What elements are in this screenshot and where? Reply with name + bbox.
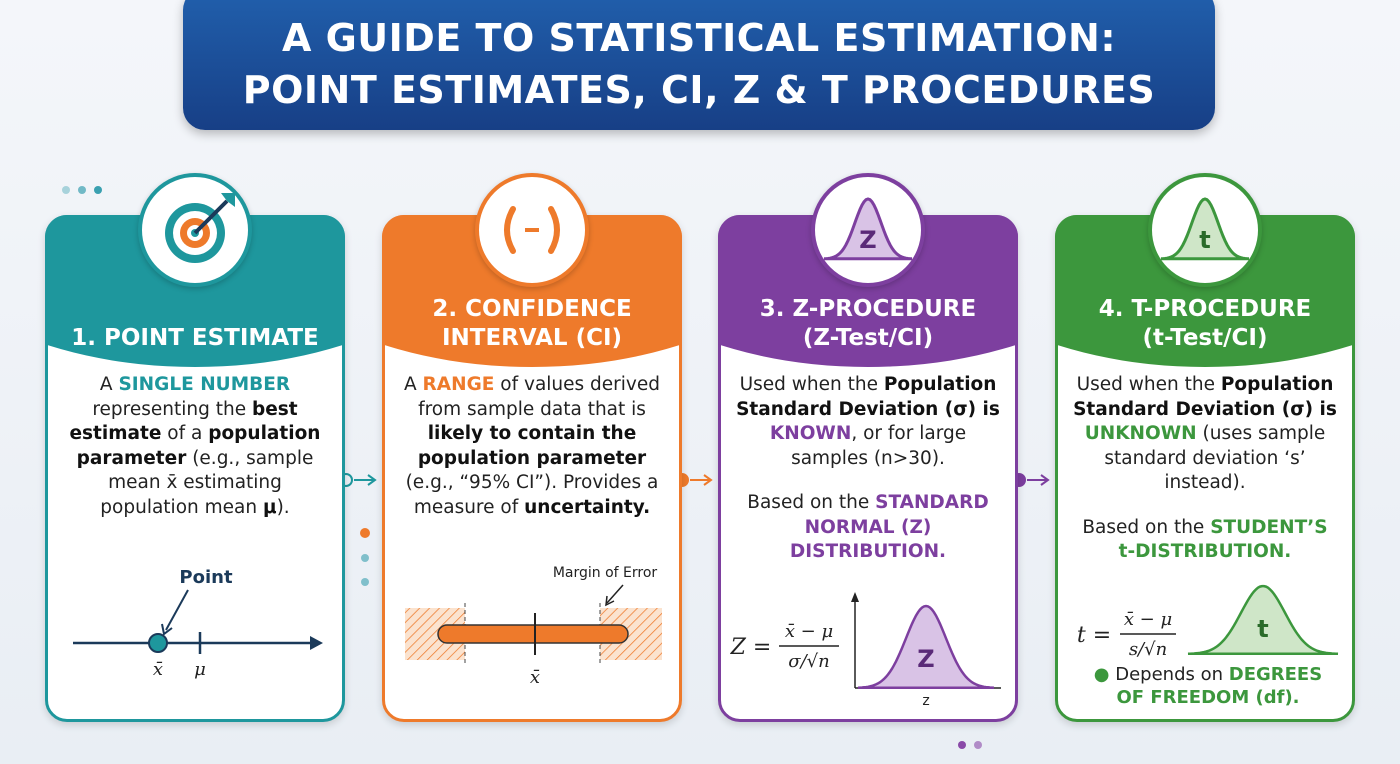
text-run: representing the — [92, 398, 252, 420]
icon: t — [1148, 173, 1262, 287]
header-line: 1. POINT ESTIMATE — [71, 325, 319, 351]
text-run: Used when the — [1076, 374, 1221, 395]
card: 2. CONFIDENCE INTERVAL (CI) A RANGE of v… — [382, 173, 682, 722]
formula-numerator: x̄ − μ — [1124, 609, 1172, 630]
paragraph: Based on the STANDARD NORMAL (Z) DISTRIB… — [735, 491, 1001, 565]
header-line: (Z-Test/CI) — [802, 325, 934, 351]
interval-figure: Margin of Error x̄ — [405, 565, 662, 688]
curve-label: t — [1257, 615, 1268, 643]
emphasis: STANDARD NORMAL (Z) DISTRIBUTION. — [789, 492, 989, 562]
emphasis: Population Standard Deviation (σ) is — [736, 374, 1000, 420]
z-figure: Z = x̄ − μ σ/√n Z z — [730, 592, 1001, 709]
text-run: (e.g., “95% CI”). Provides a measure of — [405, 472, 659, 518]
text-run: Used when the — [739, 374, 884, 395]
emphasis: μ — [262, 496, 277, 518]
note-text: Depends on DEGREES OF FREEDOM (df). — [1115, 664, 1322, 708]
icon — [475, 173, 589, 287]
emphasis: SINGLE NUMBER — [118, 374, 291, 395]
text-run: of values derived from sample data that … — [418, 374, 660, 420]
emphasis: UNKNOWN — [1084, 423, 1197, 444]
text-run: of a — [161, 423, 209, 444]
header-line: 4. T-PROCEDURE — [1098, 296, 1312, 322]
axis-label: z — [922, 693, 929, 709]
bell-icon: t — [1160, 197, 1250, 261]
mu-label: μ — [194, 659, 206, 680]
emphasis: likely to contain the population paramet… — [417, 423, 647, 469]
emphasis: population parameter — [76, 423, 321, 469]
header-line: (t-Test/CI) — [1142, 325, 1268, 351]
xbar-label: x̄ — [530, 667, 540, 688]
header-line: 3. Z-PROCEDURE — [759, 296, 977, 322]
icon-label: Z — [859, 226, 876, 254]
title-banner: A GUIDE TO STATISTICAL ESTIMATION: POINT… — [183, 0, 1215, 130]
paragraph: A SINGLE NUMBER representing the best es… — [62, 373, 328, 520]
text-run: , or for large samples (n>30). — [791, 423, 967, 469]
xbar-label: x̄ — [153, 659, 163, 680]
margin-label: Margin of Error — [553, 565, 658, 581]
formula-lhs: Z = — [730, 635, 772, 660]
icon-label: t — [1199, 226, 1210, 254]
title-line: A GUIDE TO STATISTICAL ESTIMATION: — [281, 16, 1117, 60]
formula-lhs: t = — [1077, 623, 1111, 648]
card-body: A RANGE of values derived from sample da… — [399, 373, 665, 540]
bell-icon: Z — [823, 197, 913, 261]
point-label: Point — [179, 567, 233, 588]
text-run: A — [403, 374, 423, 395]
paragraph: Used when the Population Standard Deviat… — [735, 373, 1001, 471]
emphasis: uncertainty. — [524, 496, 651, 518]
text-run: (e.g., sample mean x̄ estimating populat… — [100, 447, 314, 518]
icon — [138, 173, 252, 287]
text-run: Based on the — [1082, 516, 1211, 538]
text-run: A — [99, 374, 119, 395]
text-run: (uses sample standard deviation ‘s’ inst… — [1104, 423, 1326, 493]
emphasis: RANGE — [422, 374, 495, 395]
paragraph: Used when the Population Standard Deviat… — [1072, 373, 1338, 496]
emphasis: KNOWN — [769, 423, 852, 444]
card: 4. T-PROCEDURE (t-Test/CI) t Used when t… — [1055, 173, 1355, 722]
icon: Z — [811, 173, 925, 287]
header-line: INTERVAL (CI) — [441, 325, 623, 351]
card: 3. Z-PROCEDURE (Z-Test/CI) Z Used when t… — [718, 173, 1018, 722]
card-header: 1. POINT ESTIMATE — [45, 215, 345, 367]
emphasis: Population Standard Deviation (σ) is — [1073, 374, 1337, 420]
card-body: Used when the Population Standard Deviat… — [1072, 373, 1338, 585]
card: 1. POINT ESTIMATE A SINGLE NUMBER repres… — [45, 173, 345, 722]
t-figure: t = x̄ − μ s/√n t — [1077, 584, 1339, 660]
emphasis: STUDENT’S t-DISTRIBUTION. — [1118, 516, 1328, 563]
target-icon — [165, 193, 235, 263]
card-body: A SINGLE NUMBER representing the best es… — [62, 373, 328, 540]
paragraph: Based on the STUDENT’S t-DISTRIBUTION. — [1072, 516, 1338, 565]
title-line: POINT ESTIMATES, CI, Z & T PROCEDURES — [242, 68, 1156, 112]
text-run: ). — [276, 496, 290, 518]
point-figure: Point x̄ μ — [73, 567, 323, 680]
header-line: 2. CONFIDENCE — [432, 296, 632, 322]
emphasis: best estimate — [69, 398, 298, 445]
note: ● Depends on DEGREES OF FREEDOM (df). — [1093, 664, 1323, 708]
curve-label: Z — [917, 645, 934, 673]
formula-denominator: σ/√n — [788, 651, 829, 672]
text-run: Based on the — [747, 492, 876, 513]
interval-icon — [504, 206, 560, 254]
emphasis: DEGREES OF FREEDOM (df). — [1116, 664, 1323, 708]
text-run: Depends on — [1115, 664, 1229, 685]
card-body: Used when the Population Standard Deviat… — [735, 373, 1001, 585]
formula-denominator: s/√n — [1129, 639, 1167, 660]
paragraph: A RANGE of values derived from sample da… — [399, 373, 665, 520]
formula-numerator: x̄ − μ — [785, 621, 833, 642]
